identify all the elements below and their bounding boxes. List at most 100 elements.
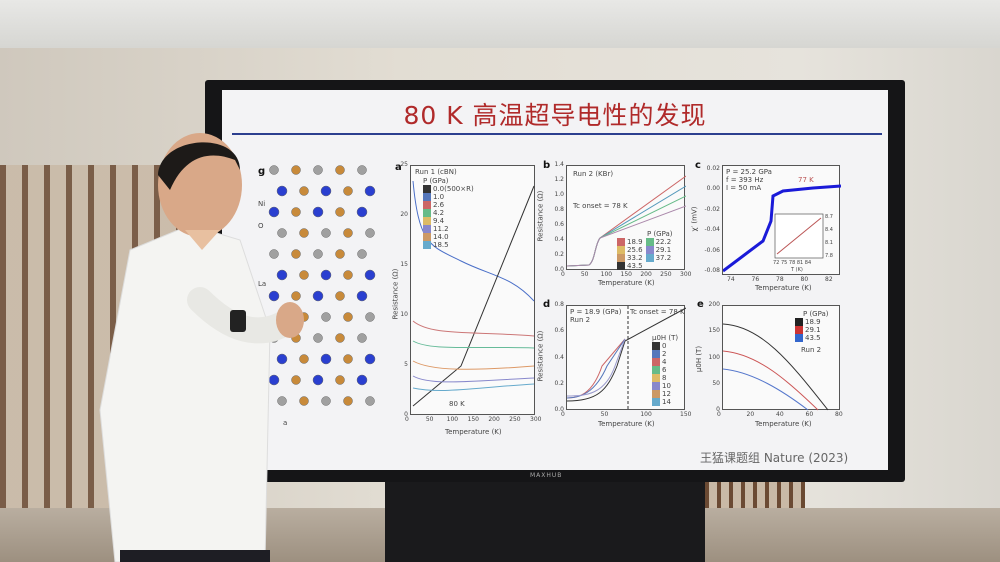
- y-tick-label: 0.4: [554, 236, 564, 243]
- y-tick-label: 0.2: [554, 379, 564, 387]
- run-label: Run 1 (cBN): [415, 168, 457, 176]
- microphone-icon: [230, 310, 246, 332]
- x-tick-label: 200: [488, 416, 500, 423]
- y-tick-label: 0.6: [554, 327, 564, 335]
- atom: [299, 228, 309, 238]
- legend-title: μ0H (T): [652, 334, 679, 342]
- x-tick-label: 0: [405, 416, 409, 423]
- legend-item: 37.2: [645, 254, 671, 262]
- legend-item: 2: [652, 350, 671, 358]
- atom: [277, 228, 287, 238]
- legend-title: P (GPa): [423, 177, 449, 185]
- panel-g-label: g: [258, 166, 266, 177]
- atom: [365, 396, 375, 406]
- monitor-brand-logo: MAXHUB: [530, 472, 563, 479]
- atom: [335, 375, 345, 385]
- y-tick-label: 20: [400, 211, 408, 218]
- x-tick-label: 300: [530, 416, 542, 423]
- legend-d: 0 2 4 6 8 10 12 14: [652, 342, 674, 406]
- atom: [357, 333, 367, 343]
- y-tick-label: 100: [708, 353, 720, 361]
- params-d: P = 18.9 (GPa) Run 2: [570, 308, 621, 324]
- param-text: P = 18.9 (GPa): [570, 308, 622, 316]
- atom: [321, 312, 331, 322]
- atom: [365, 228, 375, 238]
- atom: [277, 396, 287, 406]
- atom: [335, 207, 345, 217]
- atom: [269, 165, 279, 175]
- tc-annotation: Tc onset = 78 K: [573, 202, 628, 210]
- title-divider: [232, 133, 882, 135]
- x-tick-label: 74: [727, 276, 735, 283]
- y-tick-label: 10: [400, 311, 408, 318]
- y-tick-label: 0.6: [554, 221, 564, 228]
- atom: [320, 353, 332, 365]
- y-tick-label: 50: [712, 379, 720, 387]
- legend-item: 43.5: [795, 334, 821, 342]
- atom: [312, 206, 324, 218]
- atom: [313, 333, 323, 343]
- atom: [357, 249, 367, 259]
- x-tick-label: 76: [751, 276, 760, 283]
- atom: [299, 396, 309, 406]
- x-tick-label: 250: [660, 271, 672, 278]
- atom: [320, 185, 332, 197]
- legend-item: 18.5: [423, 241, 474, 249]
- y-tick-label: 1.2: [554, 176, 564, 183]
- atom: [291, 291, 301, 301]
- xlabel-b: Temperature (K): [598, 279, 655, 287]
- atom: [269, 249, 279, 259]
- legend-item: 2.6: [423, 201, 474, 209]
- y-tick-label: -0.04: [704, 226, 720, 234]
- legend-item: 10: [652, 382, 671, 390]
- x-tick-label: 100: [600, 271, 613, 278]
- legend-b: 18.9 22.2 25.6 29.1 33.2 37.2 43.5: [617, 238, 685, 270]
- param-text: P = 25.2 GPa: [726, 168, 772, 176]
- atom: [343, 270, 353, 280]
- axis-a: a: [283, 419, 288, 427]
- atom: [365, 312, 375, 322]
- atom: [312, 374, 324, 386]
- y-tick-label: 0.0: [554, 406, 564, 413]
- atom: [356, 206, 368, 218]
- legend-item: 18.9: [617, 238, 643, 246]
- atom-label-la: La: [258, 280, 267, 288]
- atom: [291, 249, 301, 259]
- param-text: I = 50 mA: [726, 184, 762, 192]
- x-tick-label: 50: [600, 411, 609, 418]
- atom: [356, 290, 368, 302]
- panel-a-label: a: [395, 162, 402, 173]
- plot-a: Run 1 (cBN) P (GPa) 0.0(500×R) 1.0 2.6 4.2 9…: [410, 165, 535, 415]
- inset-yticks: 8.7 8.4 8.1 7.8: [825, 214, 839, 259]
- x-tick-label: 60: [805, 411, 814, 418]
- legend-item: 1.0: [423, 193, 474, 201]
- legend-title: P (GPa): [647, 230, 673, 238]
- y-tick-label: 25: [400, 161, 408, 168]
- x-tick-label: 300: [680, 271, 692, 278]
- run-label: Run 2 (KBr): [573, 170, 614, 178]
- ylabel-a: Resistance (Ω): [391, 268, 400, 320]
- legend-item: 9.4: [423, 217, 474, 225]
- run-label: Run 2: [801, 346, 822, 354]
- legend-item: 11.2: [423, 225, 474, 233]
- atom: [356, 374, 368, 386]
- panel-c-label: c: [695, 160, 701, 171]
- x-tick-label: 150: [620, 271, 632, 278]
- legend-item: 12: [652, 390, 671, 398]
- atom: [343, 354, 353, 364]
- atom: [268, 206, 280, 218]
- inset-xticks: 72 75 78 81 84: [773, 260, 812, 266]
- x-tick-label: 50: [580, 271, 589, 278]
- atom: [276, 269, 288, 281]
- y-tick-label: 150: [708, 327, 720, 335]
- x-tick-label: 80: [835, 411, 843, 418]
- atom: [343, 312, 353, 322]
- atom-label-ni: Ni: [258, 200, 266, 208]
- inset-y-tick-label: 8.4: [825, 227, 833, 233]
- atom: [299, 186, 309, 196]
- x-tick-label: 100: [446, 416, 459, 423]
- param-text: f = 393 Hz: [726, 176, 764, 184]
- y-tick-label: 0.0: [554, 266, 564, 273]
- y-tick-label: -0.08: [704, 267, 720, 274]
- y-tick-label: 1.0: [554, 191, 564, 198]
